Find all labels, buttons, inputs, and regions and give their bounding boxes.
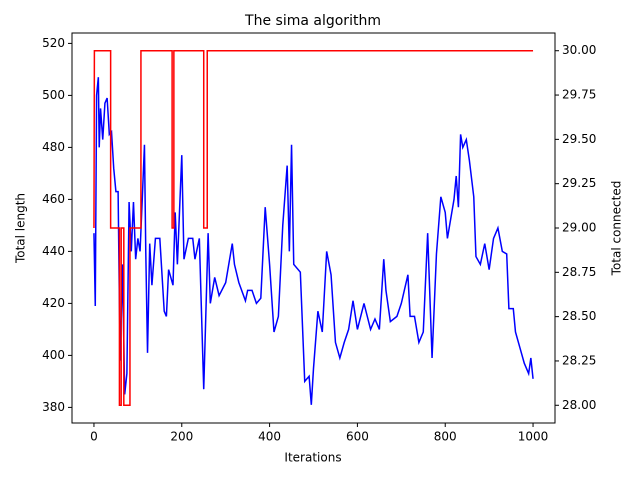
x-tick-label: 1000	[518, 430, 549, 444]
y-tick-label: 520	[42, 36, 65, 50]
y-axis-label: Total length	[14, 193, 28, 264]
y2-tick-label: 28.50	[562, 309, 596, 323]
y-tick-label: 380	[42, 400, 65, 414]
plot-frame	[71, 32, 556, 424]
y2-tick-label: 29.50	[562, 132, 596, 146]
chart-title: The sima algorithm	[244, 13, 381, 29]
y2-tick-label: 28.00	[562, 398, 596, 412]
x-tick-label: 800	[434, 430, 457, 444]
x-tick-label: 600	[346, 430, 369, 444]
x-tick-label: 0	[90, 430, 98, 444]
y2-tick-label: 30.00	[562, 43, 596, 57]
line-series	[93, 49, 534, 407]
y-tick-label: 400	[42, 348, 65, 362]
x-axis-label: Iterations	[284, 451, 341, 465]
y2-tick-label: 29.25	[562, 176, 596, 190]
y2-tick-label: 29.75	[562, 88, 596, 102]
y-tick-label: 500	[42, 88, 65, 102]
x-tick-label: 200	[170, 430, 193, 444]
y2-tick-label: 28.25	[562, 353, 596, 367]
line-series	[93, 77, 534, 405]
y2-tick-label: 29.00	[562, 221, 596, 235]
x-tick-label: 400	[258, 430, 281, 444]
y-tick-label: 440	[42, 244, 65, 258]
y-tick-label: 420	[42, 296, 65, 310]
y-tick-label: 460	[42, 192, 65, 206]
y-tick-label: 480	[42, 140, 65, 154]
y2-tick-label: 28.75	[562, 265, 596, 279]
y2-axis-label: Total connected	[610, 181, 624, 277]
